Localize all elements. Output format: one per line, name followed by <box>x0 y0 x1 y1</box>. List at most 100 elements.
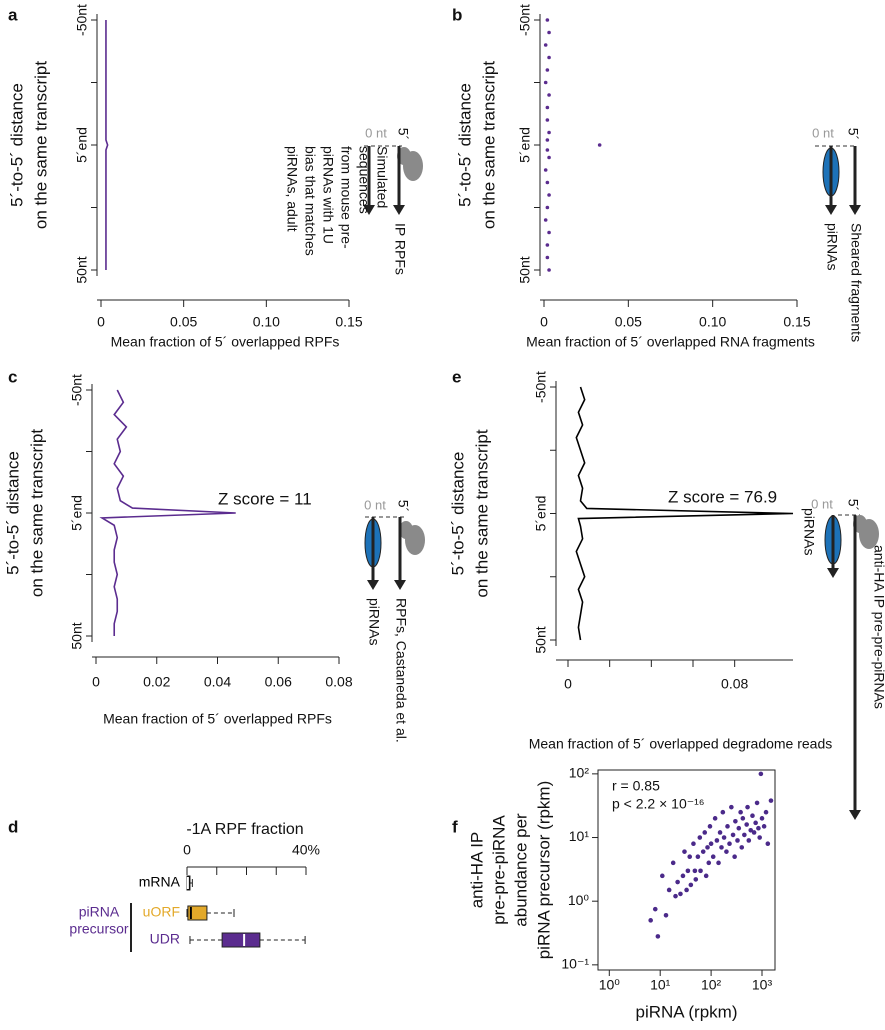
five-prime-label: 5´ <box>845 128 861 140</box>
y-axis-title: 5´-to-5´ distance <box>448 452 467 576</box>
scatter-point <box>727 841 732 846</box>
diagram-label: IP RPFs <box>392 223 408 275</box>
y-axis-title: on the same transcript <box>31 61 50 229</box>
scatter-point <box>733 818 738 824</box>
scatter-point <box>765 841 771 846</box>
scatter-point <box>685 868 691 874</box>
five-prime-label: 5´ <box>845 499 861 511</box>
scatter-point <box>751 830 757 835</box>
profile-dot <box>543 218 548 222</box>
scatter-point <box>702 830 708 835</box>
scatter-point <box>688 882 694 888</box>
x-tick-label: 0.02 <box>143 674 170 690</box>
scatter-point <box>684 887 689 893</box>
profile-dot <box>547 193 551 197</box>
profile-dot <box>545 255 550 260</box>
scatter-point <box>768 798 774 803</box>
x-tick-label: 0.08 <box>721 676 748 692</box>
profile-dot <box>545 205 550 210</box>
scatter-point <box>758 771 764 777</box>
scatter-point <box>754 800 760 806</box>
x-tick-label: 0.10 <box>253 314 280 330</box>
profile-dot <box>545 118 550 122</box>
scatter-point <box>707 824 713 829</box>
scatter-point <box>730 832 736 838</box>
scatter-point <box>710 854 716 859</box>
scatter-point <box>736 825 742 831</box>
y-tick-label: 5´end <box>69 495 85 531</box>
scatter-point <box>732 854 737 859</box>
diagram-label: bias that matches <box>302 146 318 256</box>
y-tick-label: 50nt <box>533 626 549 653</box>
arrow-head <box>827 568 839 578</box>
diagram-label: piRNAs <box>801 508 817 555</box>
five-prime-label: 5´ <box>395 128 411 140</box>
y-axis-title: 5´-to-5´ distance <box>3 451 22 575</box>
arrow-head <box>393 205 405 215</box>
profile-dot <box>547 30 551 35</box>
profile-dot <box>543 80 548 85</box>
diagram-label: Sheared fragments <box>848 223 864 342</box>
scatter-point <box>708 841 714 846</box>
scatter-point <box>719 845 724 850</box>
x-tick-label: 0 <box>564 676 572 692</box>
scatter-point <box>687 854 693 859</box>
scatter-point <box>724 849 729 854</box>
profile-dot <box>547 268 551 272</box>
scatter-point <box>698 868 703 874</box>
y-tick-label: 5´end <box>74 127 90 163</box>
scatter-point <box>663 913 669 918</box>
scatter-point <box>673 893 678 899</box>
scatter-point <box>763 809 769 815</box>
y-axis-title: on the same transcript <box>479 61 498 229</box>
group-label: precursor <box>69 921 128 937</box>
x-axis-title: Mean fraction of 5´ overlapped RNA fragm… <box>526 334 815 350</box>
y-axis-title: piRNA precursor (rpkm) <box>534 781 553 960</box>
y-tick-label: 50nt <box>69 622 85 649</box>
ribosome-large <box>405 525 425 555</box>
scatter-point <box>761 824 767 829</box>
profile-dot <box>545 243 550 247</box>
panel-label: a <box>8 5 18 24</box>
profile-dot <box>547 230 551 235</box>
profile-line <box>105 20 109 270</box>
x-axis-title: Mean fraction of 5´ overlapped RPFs <box>103 711 332 727</box>
y-tick-label: 10² <box>569 765 590 781</box>
scatter-point <box>693 877 699 882</box>
arrow-head <box>849 810 861 820</box>
diagram-label: piRNAs, adult <box>284 146 300 232</box>
x-tick-label: 10¹ <box>650 977 671 993</box>
scatter-point <box>670 860 676 866</box>
category-label: UDR <box>150 931 180 947</box>
scatter-point <box>756 825 761 831</box>
scatter-point <box>717 830 723 835</box>
scatter-point <box>660 873 665 879</box>
x-tick-label: 0.06 <box>265 674 292 690</box>
scatter-point <box>682 849 687 854</box>
x-tick-label: 0.05 <box>170 314 197 330</box>
scatter-point <box>648 918 653 923</box>
scatter-point <box>695 854 701 859</box>
scatter-point <box>692 868 698 874</box>
x-tick-label: 0 <box>97 314 105 330</box>
x-tick-label: 10² <box>701 977 722 993</box>
x-tick-label: 0.15 <box>335 314 362 330</box>
y-axis-title: 5´-to-5´ distance <box>7 83 26 207</box>
profile-dot <box>597 143 602 147</box>
profile-dot <box>545 68 550 72</box>
scatter-point <box>666 887 672 893</box>
scatter-point <box>680 873 686 879</box>
y-tick-label: 50nt <box>517 256 533 283</box>
y-tick-label: 10⁰ <box>568 892 590 908</box>
box-title: -1A RPF fraction <box>186 821 303 838</box>
profile-dot <box>545 18 550 22</box>
y-tick-label: 50nt <box>74 256 90 283</box>
zero-nt-label: 0 nt <box>365 125 387 140</box>
scatter-point <box>738 809 743 815</box>
profile-line <box>99 389 236 636</box>
y-axis-title: anti-HA IP <box>467 832 486 909</box>
x-axis-title: piRNA (rpkm) <box>635 1002 737 1021</box>
x-tick-label: 0.08 <box>325 674 352 690</box>
scatter-point <box>748 827 754 833</box>
